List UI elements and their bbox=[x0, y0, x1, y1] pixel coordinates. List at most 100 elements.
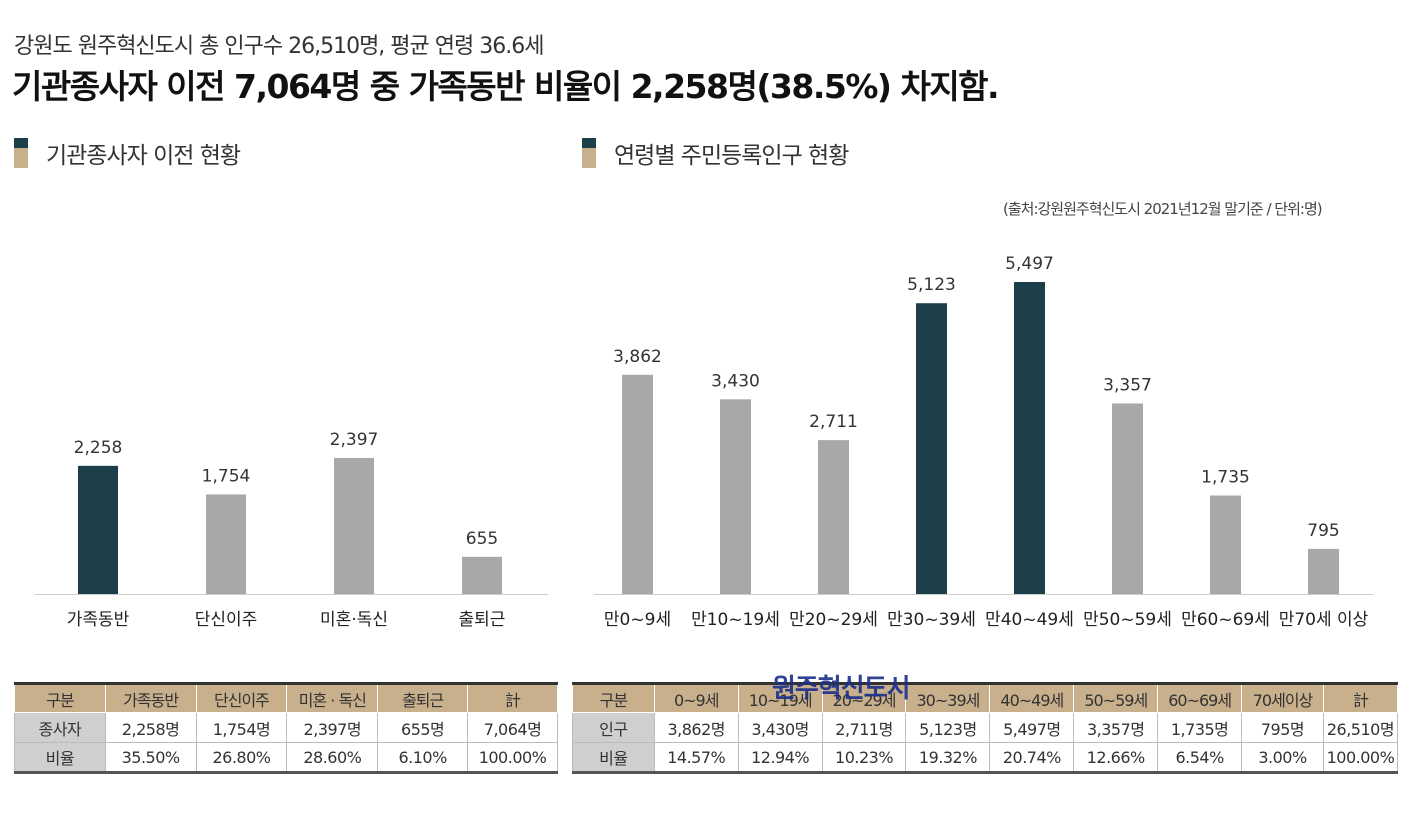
table-cell: 100.00% bbox=[467, 742, 558, 774]
table-cell: 5,123명 bbox=[905, 712, 991, 743]
age-category-label: 만60~69세 bbox=[1181, 610, 1270, 630]
age-category-label: 만0~9세 bbox=[604, 610, 671, 630]
table-row: 비율 14.57% 12.94% 10.23% 19.32% 20.74% 12.66% 6.… bbox=[572, 742, 1399, 774]
table-cell: 3,862명 bbox=[653, 712, 739, 743]
table-header-cell: 60~69세 bbox=[1157, 682, 1243, 713]
table-cell: 6.10% bbox=[377, 742, 469, 774]
age-value-label: 3,430 bbox=[711, 371, 760, 391]
age-bar bbox=[622, 374, 653, 594]
transfer-bar bbox=[334, 457, 374, 594]
table-cell: 655명 bbox=[377, 712, 469, 743]
table-cell: 2,258명 bbox=[104, 712, 197, 743]
table-row: 종사자 2,258명 1,754명 2,397명 655명 7,064명 bbox=[14, 712, 558, 743]
age-bar bbox=[1210, 495, 1241, 594]
table-cell: 12.66% bbox=[1073, 742, 1159, 774]
age-category-label: 만40~49세 bbox=[985, 610, 1074, 630]
transfer-category-label: 단신이주 bbox=[195, 610, 258, 630]
table-header-cell: 計 bbox=[1322, 682, 1399, 713]
transfer-value-label: 1,754 bbox=[202, 466, 251, 486]
transfer-category-label: 출퇴근 bbox=[459, 610, 506, 630]
table-row-header: 비율 bbox=[14, 742, 106, 774]
table-cell: 14.57% bbox=[653, 742, 739, 774]
table-cell: 1,735명 bbox=[1157, 712, 1243, 743]
table-row-header: 비율 bbox=[572, 742, 655, 774]
table-header-cell: 출퇴근 bbox=[377, 682, 469, 713]
table-cell: 795명 bbox=[1241, 712, 1324, 743]
subheadline: 강원도 원주혁신도시 총 인구수 26,510명, 평균 연령 36.6세 bbox=[14, 34, 544, 59]
age-value-label: 795 bbox=[1307, 521, 1339, 541]
table-cell: 28.60% bbox=[286, 742, 379, 774]
table-cell: 10.23% bbox=[821, 742, 907, 774]
age-value-label: 3,862 bbox=[613, 347, 662, 367]
table-header-cell: 0~9세 bbox=[653, 682, 739, 713]
transfer-category-label: 가족동반 bbox=[67, 610, 130, 630]
table-header-row: 구분 0~9세 10~19세 20~29세 30~39세 40~49세 50~59세 60~6… bbox=[572, 682, 1399, 713]
section-title-age-text: 연령별 주민등록인구 현황 bbox=[614, 143, 849, 169]
table-row: 인구 3,862명 3,430명 2,711명 5,123명 5,497명 3,357명 1,… bbox=[572, 712, 1399, 743]
table-cell: 1,754명 bbox=[195, 712, 288, 743]
transfer-value-label: 2,258 bbox=[74, 438, 123, 458]
table-cell: 26,510명 bbox=[1322, 712, 1399, 743]
age-bar bbox=[720, 399, 751, 594]
age-category-label: 만30~39세 bbox=[887, 610, 976, 630]
section-marker-icon bbox=[14, 138, 28, 168]
headline: 기관종사자 이전 7,064명 중 가족동반 비율이 2,258명(38.5%)… bbox=[12, 67, 1000, 106]
table-cell: 12.94% bbox=[737, 742, 823, 774]
age-value-label: 3,357 bbox=[1103, 375, 1152, 395]
age-value-label: 2,711 bbox=[809, 412, 858, 432]
age-category-label: 만70세 이상 bbox=[1279, 610, 1369, 630]
age-bar bbox=[1014, 282, 1045, 594]
section-title-age: 연령별 주민등록인구 현황 bbox=[582, 136, 849, 170]
age-bar bbox=[916, 303, 947, 594]
age-category-label: 만10~19세 bbox=[691, 610, 780, 630]
section-title-transfer-text: 기관종사자 이전 현황 bbox=[46, 143, 241, 169]
transfer-category-label: 미혼·독신 bbox=[320, 610, 388, 630]
age-value-label: 1,735 bbox=[1201, 468, 1250, 488]
table-header-cell: 10~19세 bbox=[737, 682, 823, 713]
age-bar bbox=[818, 440, 849, 594]
section-marker-icon bbox=[582, 138, 596, 168]
table-header-row: 구분 가족동반 단신이주 미혼 · 독신 출퇴근 計 bbox=[14, 682, 558, 713]
table-header-cell: 구분 bbox=[14, 682, 106, 713]
section-title-transfer: 기관종사자 이전 현황 bbox=[14, 136, 241, 170]
table-cell: 2,397명 bbox=[286, 712, 379, 743]
transfer-bar bbox=[206, 494, 246, 594]
transfer-value-label: 2,397 bbox=[330, 430, 379, 450]
table-cell: 2,711명 bbox=[821, 712, 907, 743]
table-cell: 100.00% bbox=[1322, 742, 1399, 774]
source-note: (출처:강원원주혁신도시 2021년12월 말기준 / 단위:명) bbox=[1003, 200, 1323, 218]
table-header-cell: 50~59세 bbox=[1073, 682, 1159, 713]
table-cell: 26.80% bbox=[195, 742, 288, 774]
transfer-table: 구분 가족동반 단신이주 미혼 · 독신 출퇴근 計 종사자 2,258명 1,754명 2,39… bbox=[14, 682, 558, 774]
table-cell: 5,497명 bbox=[989, 712, 1075, 743]
table-cell: 3,357명 bbox=[1073, 712, 1159, 743]
table-row: 비율 35.50% 26.80% 28.60% 6.10% 100.00% bbox=[14, 742, 558, 774]
age-category-label: 만50~59세 bbox=[1083, 610, 1172, 630]
table-header-cell: 70세이상 bbox=[1241, 682, 1324, 713]
table-cell: 3,430명 bbox=[737, 712, 823, 743]
table-header-cell: 구분 bbox=[572, 682, 655, 713]
transfer-bar bbox=[462, 556, 502, 594]
table-row-header: 인구 bbox=[572, 712, 655, 743]
table-header-cell: 計 bbox=[467, 682, 558, 713]
table-header-cell: 가족동반 bbox=[104, 682, 197, 713]
table-header-cell: 단신이주 bbox=[195, 682, 288, 713]
transfer-bar bbox=[78, 465, 118, 594]
table-cell: 35.50% bbox=[104, 742, 197, 774]
table-row-header: 종사자 bbox=[14, 712, 106, 743]
age-table: 구분 0~9세 10~19세 20~29세 30~39세 40~49세 50~59세 60~6… bbox=[572, 682, 1399, 774]
age-bar bbox=[1308, 548, 1339, 594]
table-header-cell: 40~49세 bbox=[989, 682, 1075, 713]
table-header-cell: 미혼 · 독신 bbox=[286, 682, 379, 713]
transfer-value-label: 655 bbox=[466, 529, 498, 549]
table-cell: 3.00% bbox=[1241, 742, 1324, 774]
table-cell: 6.54% bbox=[1157, 742, 1243, 774]
age-category-label: 만20~29세 bbox=[789, 610, 878, 630]
age-value-label: 5,123 bbox=[907, 275, 956, 295]
table-cell: 19.32% bbox=[905, 742, 991, 774]
table-cell: 20.74% bbox=[989, 742, 1075, 774]
table-cell: 7,064명 bbox=[467, 712, 558, 743]
age-bar bbox=[1112, 403, 1143, 594]
age-value-label: 5,497 bbox=[1005, 254, 1054, 274]
